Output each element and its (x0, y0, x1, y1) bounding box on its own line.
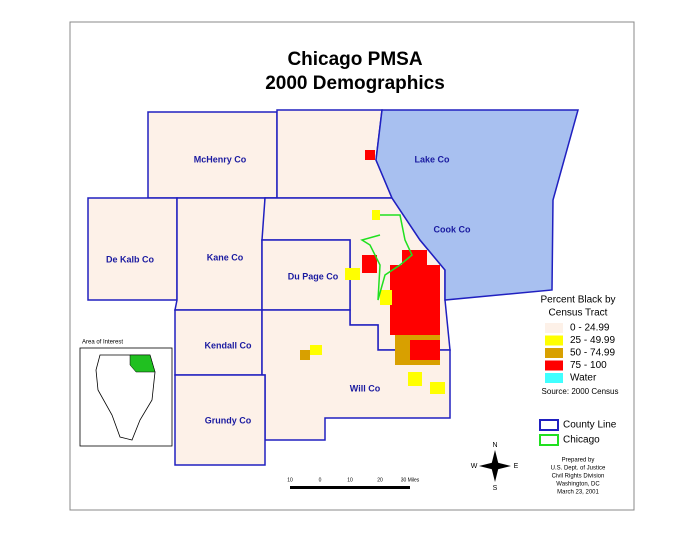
legend-swatch (545, 360, 563, 371)
legend-swatch (545, 335, 563, 346)
credit-line: Civil Rights Division (552, 474, 605, 480)
tract (380, 290, 392, 305)
legend-label: 25 - 49.99 (570, 335, 615, 346)
county-label: De Kalb Co (106, 254, 155, 264)
county-label: Will Co (350, 383, 381, 393)
counties (87, 109, 579, 466)
legend-label: 75 - 100 (570, 360, 607, 371)
tract (372, 210, 380, 220)
compass: N S E W (471, 442, 519, 492)
credits: Prepared by U.S. Dept. of Justice Civil Ri… (551, 458, 606, 496)
scale-label: 10 (287, 477, 293, 483)
county-label: Du Page Co (288, 271, 339, 281)
legend-swatch (545, 323, 563, 333)
chicago-outline (360, 214, 413, 301)
credit-line: U.S. Dept. of Justice (551, 466, 606, 472)
lake-michigan (375, 109, 579, 301)
tract (408, 372, 422, 386)
source: Source: 2000 Census (542, 387, 619, 396)
inset: Area of Interest (79, 340, 173, 447)
credit-line: Washington, DC (556, 482, 600, 488)
legend-line-label: Chicago (563, 435, 600, 446)
legend-swatch (545, 348, 563, 358)
credit-line: March 23, 2001 (557, 490, 599, 496)
county-label: Kane Co (207, 252, 244, 262)
legend-label: 0 - 24.99 (570, 323, 610, 334)
tract (300, 350, 310, 360)
compass-s: S (493, 485, 498, 492)
title-line: Chicago PMSA (287, 49, 422, 70)
credit-line: Prepared by (562, 458, 595, 464)
tract (362, 255, 377, 273)
legend-line-label: County Line (563, 420, 617, 431)
tract (402, 250, 427, 275)
county-label: Kendall Co (204, 340, 252, 350)
legend-label: 50 - 74.99 (570, 348, 615, 359)
county-label: McHenry Co (194, 154, 247, 164)
tract (345, 268, 360, 280)
compass-star (479, 462, 511, 470)
county-label: Cook Co (434, 224, 472, 234)
title-line: 2000 Demographics (265, 73, 445, 94)
legend-swatch (545, 373, 563, 383)
scale-label: 0 (319, 477, 322, 483)
legend-line-swatch (539, 434, 559, 446)
area-of-interest (129, 354, 156, 373)
legend-title: Census Tract (549, 308, 608, 319)
county-label: Grundy Co (205, 415, 252, 425)
inset-label: Area of Interest (82, 340, 123, 346)
county-label: Lake Co (414, 154, 450, 164)
tract (430, 382, 445, 394)
scale-bar: 10 0 10 20 30 Miles (287, 477, 420, 489)
scale-label: 30 Miles (401, 477, 420, 483)
compass-e: E (514, 463, 519, 470)
tract (390, 265, 440, 335)
scale-label: 20 (377, 477, 383, 483)
county (87, 197, 178, 301)
legend-title: Percent Black by (540, 295, 615, 306)
tracts (300, 150, 445, 394)
tract (365, 150, 375, 160)
scale-label: 10 (347, 477, 353, 483)
tract (410, 340, 440, 360)
legend-line-swatch (539, 419, 559, 431)
scale-rule (290, 486, 410, 489)
compass-n: N (492, 442, 497, 449)
county (174, 374, 266, 466)
legend-label: Water (570, 373, 597, 384)
compass-w: W (471, 463, 478, 470)
tract (310, 345, 322, 355)
